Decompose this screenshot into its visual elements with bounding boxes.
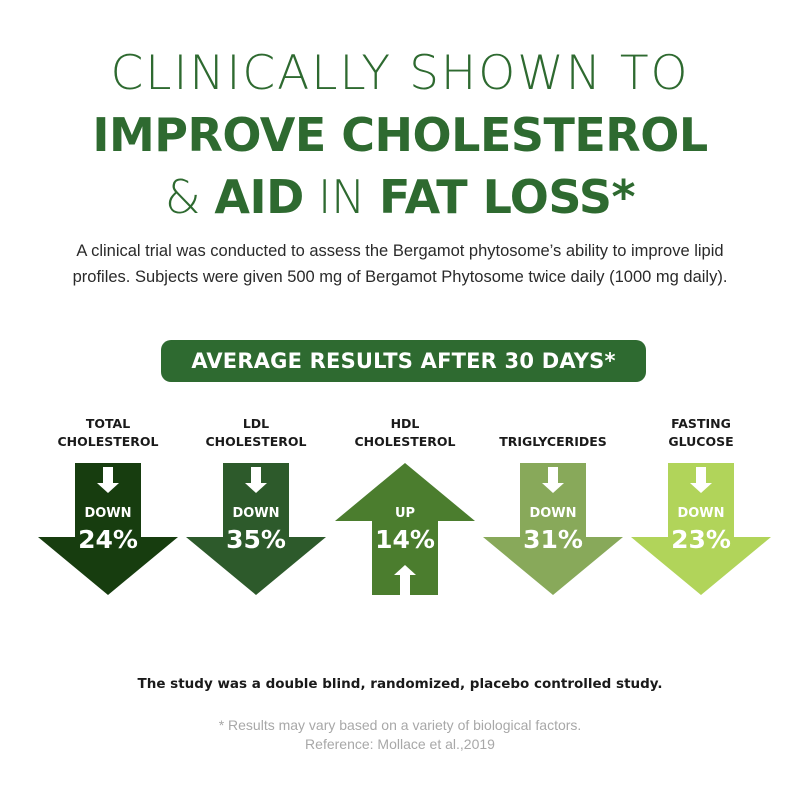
footnote: * Results may vary based on a variety of… (0, 716, 800, 754)
result-percent: 23% (671, 525, 731, 554)
intro-line-1: A clinical trial was conducted to assess… (76, 242, 724, 260)
down-arrow-icon (186, 463, 326, 595)
headline-line-3: & AID IN FAT LOSS* (0, 170, 800, 224)
result-label-triglycerides: TRIGLYCERIDES (478, 433, 628, 451)
headline-ampersand: & (164, 170, 215, 224)
small-down-arrow-icon (97, 467, 119, 493)
up-arrow-icon (335, 463, 475, 595)
result-percent: 35% (226, 525, 286, 554)
down-arrow-icon (38, 463, 178, 595)
result-label-line-2: TRIGLYCERIDES (499, 434, 607, 449)
results-banner: AVERAGE RESULTS AFTER 30 DAYS* (161, 340, 646, 382)
result-percent: 14% (375, 525, 435, 554)
down-arrow-total-cholesterol: DOWN 24% (38, 463, 178, 595)
headline-aid: AID (214, 170, 304, 224)
result-label-fasting-glucose: FASTING GLUCOSE (626, 415, 776, 451)
result-label-line-1: HDL (390, 416, 420, 431)
headline-line-2: IMPROVE CHOLESTEROL (92, 108, 708, 162)
result-percent: 31% (523, 525, 583, 554)
result-label-line-1: TOTAL (85, 416, 131, 431)
study-description: The study was a double blind, randomized… (137, 676, 663, 692)
result-percent: 24% (78, 525, 138, 554)
footnote-reference: Reference: Mollace et al.,2019 (305, 736, 495, 752)
result-label-hdl-cholesterol: HDL CHOLESTEROL (330, 415, 480, 451)
result-label-total-cholesterol: TOTAL CHOLESTEROL (33, 415, 183, 451)
headline-in: IN (303, 170, 380, 224)
intro-paragraph: A clinical trial was conducted to assess… (40, 238, 760, 290)
down-arrow-icon (631, 463, 771, 595)
headline-line-1: CLINICALLY SHOWN TO (110, 46, 690, 101)
result-label-line-2: CHOLESTEROL (354, 434, 456, 449)
small-down-arrow-icon (690, 467, 712, 493)
down-arrow-triglycerides: DOWN 31% (483, 463, 623, 595)
result-label-line-1: FASTING (671, 416, 731, 431)
result-direction: UP (394, 506, 416, 521)
small-up-arrow-icon (394, 565, 416, 595)
result-label-line-1: LDL (242, 416, 270, 431)
intro-line-2: profiles. Subjects were given 500 mg of … (72, 268, 728, 286)
result-label-ldl-cholesterol: LDL CHOLESTEROL (181, 415, 331, 451)
result-label-line-2: CHOLESTEROL (205, 434, 307, 449)
down-arrow-ldl-cholesterol: DOWN 35% (186, 463, 326, 595)
footnote-disclaimer: * Results may vary based on a variety of… (218, 717, 582, 733)
up-arrow-hdl-cholesterol: UP 14% (335, 463, 475, 595)
result-direction: DOWN (677, 506, 725, 521)
result-label-line-2: CHOLESTEROL (57, 434, 159, 449)
result-label-line-2: GLUCOSE (668, 434, 734, 449)
small-down-arrow-icon (245, 467, 267, 493)
result-direction: DOWN (84, 506, 132, 521)
result-direction: DOWN (232, 506, 280, 521)
result-direction: DOWN (529, 506, 577, 521)
down-arrow-icon (483, 463, 623, 595)
small-down-arrow-icon (542, 467, 564, 493)
headline-fat-loss: FAT LOSS* (379, 170, 636, 224)
down-arrow-fasting-glucose: DOWN 23% (631, 463, 771, 595)
